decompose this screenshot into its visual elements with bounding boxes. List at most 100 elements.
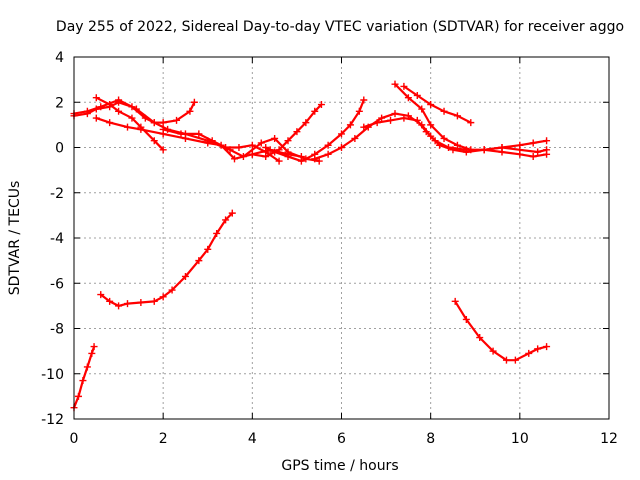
data-point (181, 134, 189, 142)
x-axis-label: GPS time / hours (281, 458, 398, 474)
axis-ticks (73, 56, 610, 420)
data-point (181, 272, 189, 280)
data-point (422, 128, 430, 136)
data-point (427, 121, 435, 129)
y-tick-label: 4 (55, 50, 64, 66)
grid-lines (74, 57, 609, 419)
series-arc-1 (70, 343, 98, 412)
data-point (391, 110, 399, 118)
data-point (195, 257, 203, 265)
data-point (271, 148, 279, 156)
y-tick-label: -12 (41, 412, 64, 428)
data-point (228, 209, 236, 217)
data-point (90, 343, 98, 351)
x-tick-label: 0 (70, 431, 79, 447)
data-point (222, 144, 230, 151)
data-point (311, 107, 319, 115)
series-arc-9 (262, 96, 368, 165)
series-layer (70, 80, 551, 412)
data-point (373, 119, 381, 127)
data-point (248, 150, 256, 158)
data-point (516, 141, 524, 149)
data-point (338, 144, 345, 151)
series-line (72, 345, 96, 409)
series-line (251, 103, 323, 158)
data-point (418, 105, 426, 113)
data-point (453, 141, 461, 149)
data-point (262, 153, 270, 161)
data-point (190, 98, 198, 106)
data-point (97, 103, 105, 111)
x-tick-labels: 0 2 4 6 8 10 12 (70, 431, 618, 447)
data-point (235, 144, 243, 151)
y-tick-label: -10 (41, 367, 64, 383)
data-point (534, 345, 542, 353)
data-point (97, 291, 105, 299)
series-arc-14 (451, 297, 551, 364)
data-point (360, 123, 368, 131)
data-point (137, 298, 145, 306)
data-point (440, 107, 448, 115)
data-point (431, 137, 439, 145)
data-point (451, 297, 459, 305)
series-arc-7 (159, 125, 283, 165)
data-point (453, 112, 461, 120)
data-point (293, 128, 301, 136)
data-point (351, 134, 359, 142)
y-tick-label: -4 (50, 231, 64, 247)
y-tick-label: -2 (50, 186, 64, 202)
data-point (489, 347, 497, 355)
data-point (297, 157, 305, 165)
data-point (231, 155, 238, 163)
data-point (338, 130, 345, 138)
data-point (115, 302, 123, 310)
data-point (248, 141, 256, 149)
series-line (454, 300, 548, 362)
data-point (177, 130, 185, 138)
series-arc-12 (391, 80, 551, 154)
x-tick-label: 6 (337, 431, 346, 447)
series-arc-8 (248, 101, 325, 161)
y-tick-label: 2 (55, 95, 64, 111)
data-point (213, 229, 221, 237)
data-point (150, 137, 158, 145)
data-point (400, 82, 408, 90)
data-point (132, 105, 140, 113)
y-tick-labels: 4 2 0 -2 -4 -6 -8 -10 -12 (41, 50, 64, 428)
data-point (378, 114, 386, 122)
data-point (467, 119, 475, 127)
data-point (284, 153, 292, 161)
data-point (498, 144, 506, 151)
data-point (150, 297, 158, 305)
data-point (404, 94, 412, 102)
data-point (324, 141, 332, 149)
data-point (124, 123, 131, 131)
data-point (360, 96, 368, 104)
data-point (355, 107, 363, 115)
series-arc-3 (70, 98, 198, 127)
data-point (534, 148, 542, 156)
data-point (511, 356, 519, 364)
data-point (124, 300, 131, 308)
data-point (257, 139, 265, 147)
data-point (346, 121, 354, 129)
data-point (271, 134, 279, 142)
data-point (445, 144, 452, 151)
data-point (106, 297, 114, 305)
y-tick-label: 0 (55, 141, 64, 157)
data-point (543, 343, 551, 351)
y-axis-label: SDTVAR / TECUs (7, 181, 23, 296)
data-point (391, 80, 399, 88)
data-point (262, 144, 270, 151)
data-point (387, 116, 395, 124)
data-point (159, 125, 167, 133)
data-point (195, 130, 203, 138)
data-point (168, 286, 176, 294)
data-point (79, 377, 87, 385)
data-point (159, 146, 167, 154)
data-point (529, 139, 537, 147)
data-point (317, 101, 325, 109)
series-arc-11 (360, 114, 551, 161)
data-point (83, 107, 91, 115)
